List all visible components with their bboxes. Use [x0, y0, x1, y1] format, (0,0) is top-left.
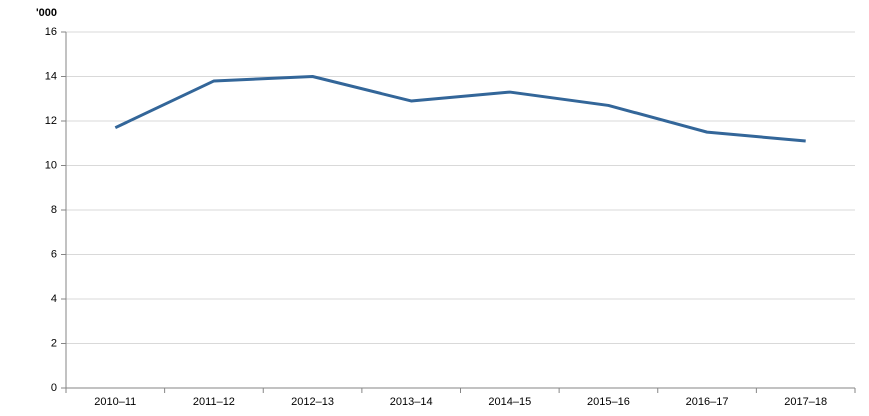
y-tick-label: 6 [51, 248, 57, 260]
x-tick-label: 2014–15 [488, 396, 531, 408]
x-tick-label: 2015–16 [587, 396, 630, 408]
y-tick-label: 8 [51, 204, 57, 216]
y-tick-label: 4 [51, 293, 57, 305]
y-unit-label: '000 [36, 7, 57, 19]
x-tick-label: 2011–12 [193, 396, 235, 408]
y-tick-label: 10 [45, 159, 57, 171]
x-tick-label: 2016–17 [686, 396, 729, 408]
y-tick-label: 2 [51, 337, 57, 349]
x-tick-label: 2013–14 [390, 396, 433, 408]
y-tick-label: 12 [45, 115, 57, 127]
y-tick-label: 0 [51, 382, 57, 394]
x-tick-label: 2010–11 [94, 396, 136, 408]
data-line [114, 75, 806, 143]
y-tick-label: 14 [45, 70, 57, 82]
y-tick-label: 16 [45, 26, 57, 38]
x-tick-label: 2017–18 [784, 396, 827, 408]
x-tick-label: 2012–13 [291, 396, 334, 408]
